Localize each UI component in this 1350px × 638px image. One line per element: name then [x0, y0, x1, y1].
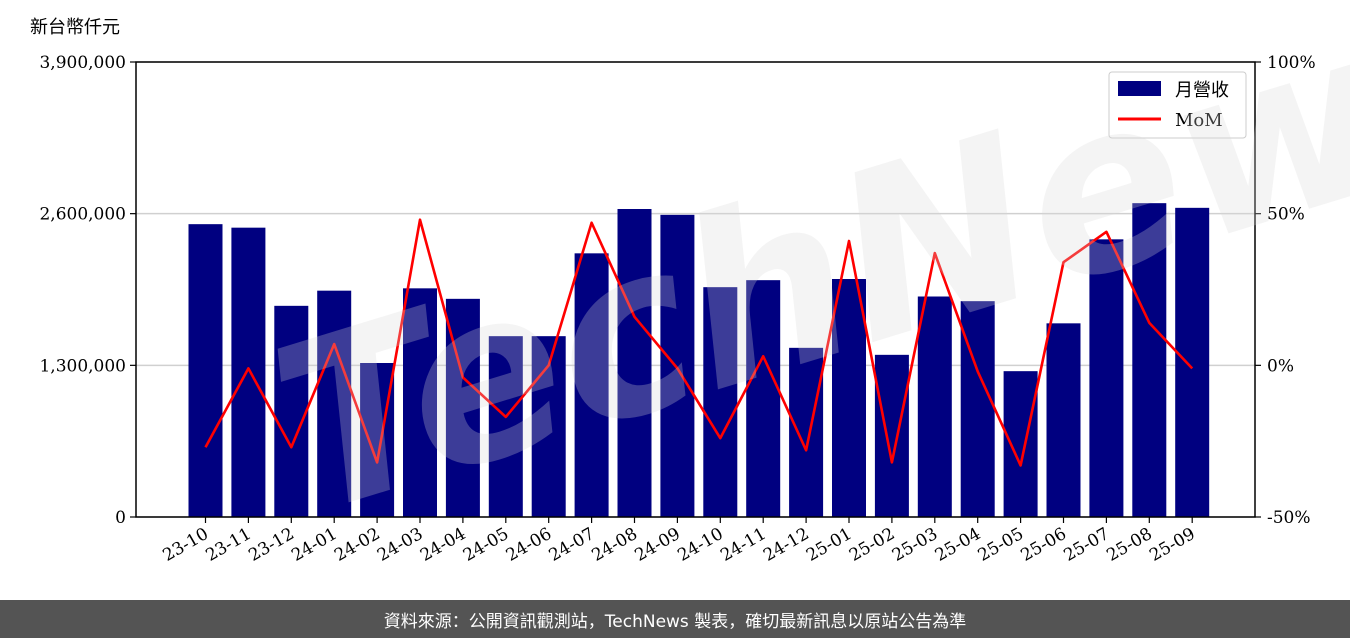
- legend-bar-swatch: [1118, 81, 1161, 96]
- x-tick-label: 24-05: [460, 524, 512, 566]
- bar-25-09: [1175, 207, 1210, 518]
- x-tick-label: 24-08: [589, 524, 641, 566]
- x-tick-label: 24-06: [503, 524, 555, 566]
- bar-24-08: [617, 209, 652, 517]
- bar-25-08: [1132, 203, 1167, 517]
- x-tick-label: 25-01: [803, 524, 855, 566]
- mom-line-layer: [204, 218, 1194, 467]
- bar-25-07: [1089, 239, 1124, 518]
- legend: 月營收 MoM: [1108, 71, 1247, 139]
- legend-label-mom: MoM: [1175, 110, 1223, 131]
- bars-layer: [188, 203, 1210, 518]
- x-tick-label: 24-09: [631, 524, 683, 566]
- chart-svg: 新台幣仟元 0 1,300,000 2,600,000 3,900,000 -50% 0%…: [30, 17, 1316, 566]
- bar-25-05: [1003, 371, 1038, 517]
- bar-24-07: [574, 253, 609, 518]
- x-tick-label: 24-07: [546, 524, 598, 566]
- y-right-tick-label: -50%: [1267, 508, 1311, 528]
- legend-label-revenue: 月營收: [1175, 80, 1229, 101]
- x-tick-label: 25-07: [1060, 524, 1112, 566]
- mom-line: [204, 218, 1194, 467]
- y-right-tick-label: 50%: [1267, 205, 1305, 225]
- bar-24-09: [660, 214, 695, 518]
- x-tick-label: 24-12: [760, 524, 812, 566]
- footer-source-text: 資料來源：公開資訊觀測站，TechNews 製表，確切最新訊息以原站公告為準: [383, 611, 967, 632]
- footer-source-bar: 資料來源：公開資訊觀測站，TechNews 製表，確切最新訊息以原站公告為準: [0, 600, 1350, 638]
- x-tick-label: 25-04: [932, 524, 984, 566]
- y-left-tick-label: 1,300,000: [39, 356, 126, 376]
- bar-24-03: [403, 288, 437, 517]
- x-tick-label: 24-04: [417, 524, 469, 566]
- x-tick-label: 23-10: [160, 524, 212, 566]
- x-tick-label: 25-05: [975, 524, 1027, 566]
- bar-23-10: [188, 224, 223, 517]
- y-axis-unit-label: 新台幣仟元: [30, 17, 120, 38]
- bar-24-01: [317, 290, 352, 517]
- y-left-tick-label: 3,900,000: [39, 53, 126, 73]
- x-tick-label: 23-11: [202, 524, 254, 566]
- bar-24-02: [360, 363, 395, 517]
- bar-24-11: [746, 280, 781, 517]
- x-tick-label: 25-06: [1018, 524, 1070, 566]
- plot-frame: [135, 61, 1256, 518]
- x-tick-label: 24-11: [717, 524, 769, 566]
- x-tick-label: 24-10: [674, 524, 726, 566]
- bar-25-03: [917, 296, 952, 517]
- x-tick-label: 25-09: [1146, 524, 1198, 566]
- x-tick-label: 25-02: [846, 524, 898, 566]
- bar-25-02: [874, 354, 909, 517]
- bar-23-11: [231, 227, 266, 517]
- bar-24-10: [703, 287, 738, 517]
- bar-25-01: [832, 279, 866, 517]
- bar-25-04: [960, 301, 995, 517]
- bar-24-05: [488, 336, 523, 517]
- y-left-tick-label: 0: [115, 508, 126, 528]
- bar-23-12: [274, 305, 309, 517]
- x-tick-label: 25-08: [1103, 524, 1155, 566]
- x-tick-label: 24-03: [374, 524, 426, 566]
- revenue-chart: 新台幣仟元 0 1,300,000 2,600,000 3,900,000 -50% 0%…: [30, 17, 1316, 566]
- y-left-tick-label: 2,600,000: [39, 205, 126, 225]
- x-tick-label: 24-01: [288, 524, 340, 566]
- y-right-tick-label: 0%: [1267, 356, 1294, 376]
- x-tick-label: 25-03: [889, 524, 941, 566]
- bar-24-12: [789, 347, 824, 517]
- y-right-tick-label: 100%: [1267, 53, 1316, 73]
- bar-25-06: [1046, 323, 1081, 517]
- x-tick-label: 23-12: [245, 524, 297, 566]
- x-tick-label: 24-02: [331, 524, 383, 566]
